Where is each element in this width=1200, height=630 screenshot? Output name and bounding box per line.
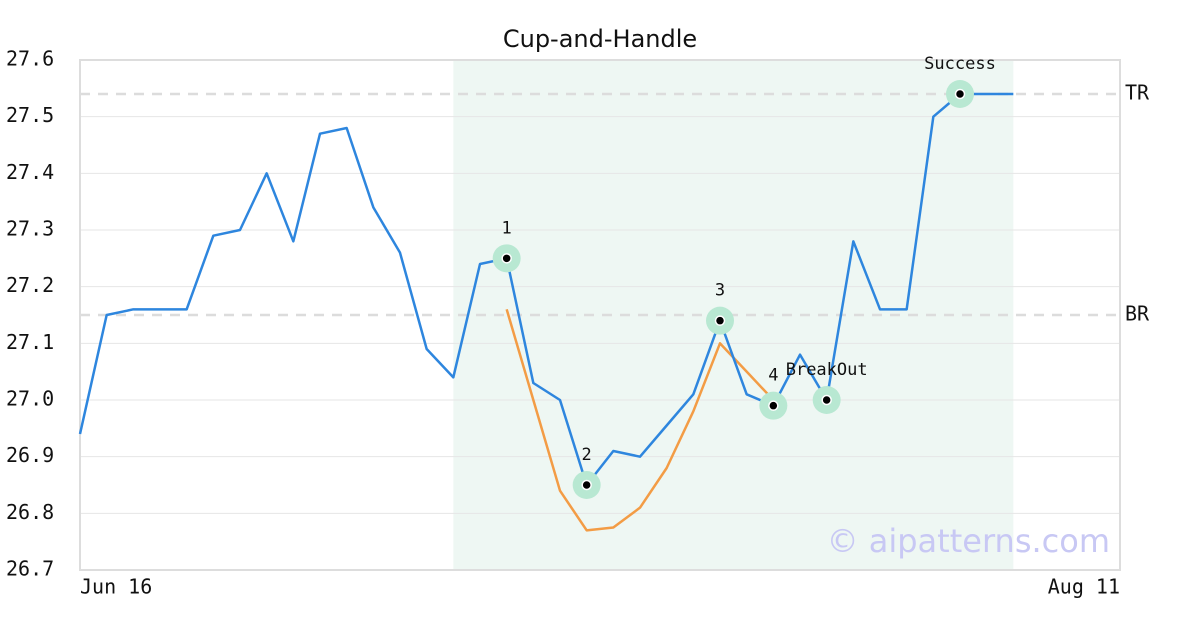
point-dot (768, 400, 779, 411)
level-label: BR (1125, 302, 1150, 326)
y-tick-label: 26.9 (6, 443, 54, 467)
point-dot (501, 253, 512, 264)
x-tick-label: Aug 11 (1048, 575, 1120, 599)
series-line (78, 92, 1014, 487)
y-tick-label: 27.4 (6, 160, 54, 184)
point-label: 3 (715, 281, 725, 301)
plot-border (79, 59, 1121, 571)
point-label: Success (924, 54, 996, 74)
point-dot (714, 315, 726, 326)
chart-title: Cup-and-Handle (503, 25, 697, 53)
watermark: © aipatterns.com (827, 522, 1110, 560)
x-tick-label: Jun 16 (80, 575, 152, 599)
level-label: TR (1125, 81, 1150, 105)
y-tick-label: 27.0 (6, 387, 54, 411)
y-tick-label: 27.2 (6, 273, 54, 297)
point-label: BreakOut (786, 360, 868, 380)
point-label: 1 (502, 218, 512, 238)
y-tick-label: 27.5 (6, 103, 54, 127)
y-tick-label: 27.6 (6, 47, 54, 71)
y-tick-label: 27.3 (6, 217, 54, 241)
y-tick-label: 27.1 (6, 330, 54, 354)
point-dot (581, 479, 592, 491)
point-label: 4 (768, 366, 778, 386)
y-tick-label: 26.8 (6, 500, 54, 524)
point-label: 2 (582, 445, 592, 465)
y-tick-label: 26.7 (6, 557, 54, 581)
point-dot (821, 394, 832, 406)
point-dot (954, 88, 966, 100)
series-line (505, 308, 775, 532)
